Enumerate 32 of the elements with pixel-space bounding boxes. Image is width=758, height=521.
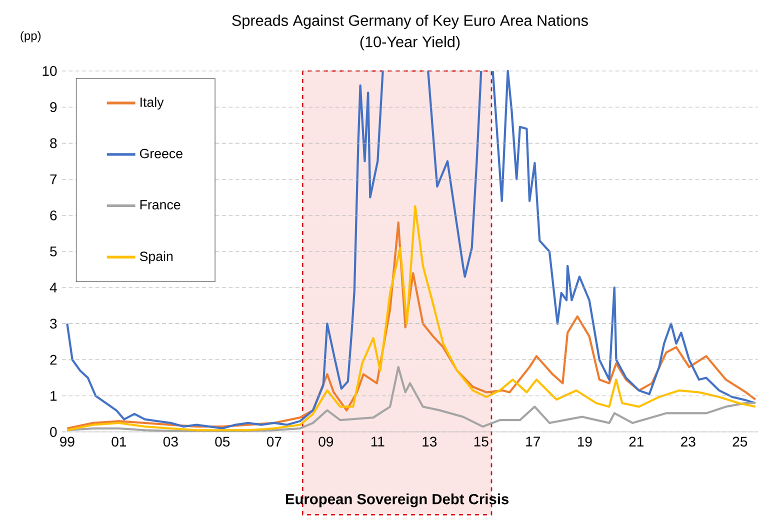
x-tick-label: 23 xyxy=(681,436,696,447)
x-tick-label: 15 xyxy=(474,436,488,446)
x-tick-label: 19 xyxy=(578,436,592,447)
x-tick-label: 09 xyxy=(318,436,334,447)
x-tick-label: 99 xyxy=(60,436,74,447)
y-tick-label: 1 xyxy=(50,391,57,401)
y-tick-label: 7 xyxy=(50,174,57,184)
y-tick-label: 3 xyxy=(50,318,57,329)
x-tick-label: 05 xyxy=(215,436,230,447)
y-tick-label: 10 xyxy=(42,66,57,76)
y-tick-label: 2 xyxy=(50,354,57,365)
y-tick-label: 0 xyxy=(50,427,57,437)
y-tick-label: 4 xyxy=(50,282,57,292)
y-tick-label: 6 xyxy=(50,210,57,220)
band-label: European Sovereign Debt Crisis xyxy=(286,494,509,508)
x-tick-label: 13 xyxy=(422,436,437,447)
y-tick-label: 5 xyxy=(50,246,57,256)
y-axis-title: (pp) xyxy=(20,31,41,42)
chart-title: Spreads Against Germany of Key Euro Area Nations (10-Year Yield) xyxy=(232,14,588,50)
x-tick-label: 03 xyxy=(163,436,178,447)
legend-label: Italy xyxy=(140,97,164,110)
x-tick-label: 25 xyxy=(732,436,748,447)
x-tick-label: 21 xyxy=(629,436,644,446)
x-tick-label: 17 xyxy=(526,436,540,446)
x-tick-label: 01 xyxy=(112,436,126,447)
x-tick-label: 11 xyxy=(371,436,384,446)
legend-label: Greece xyxy=(140,148,182,158)
legend-label: France xyxy=(140,200,180,210)
y-tick-label: 8 xyxy=(50,138,57,148)
x-tick-label: 07 xyxy=(266,436,282,447)
y-tick-label: 9 xyxy=(50,102,57,112)
legend-label: Spain xyxy=(140,251,173,264)
